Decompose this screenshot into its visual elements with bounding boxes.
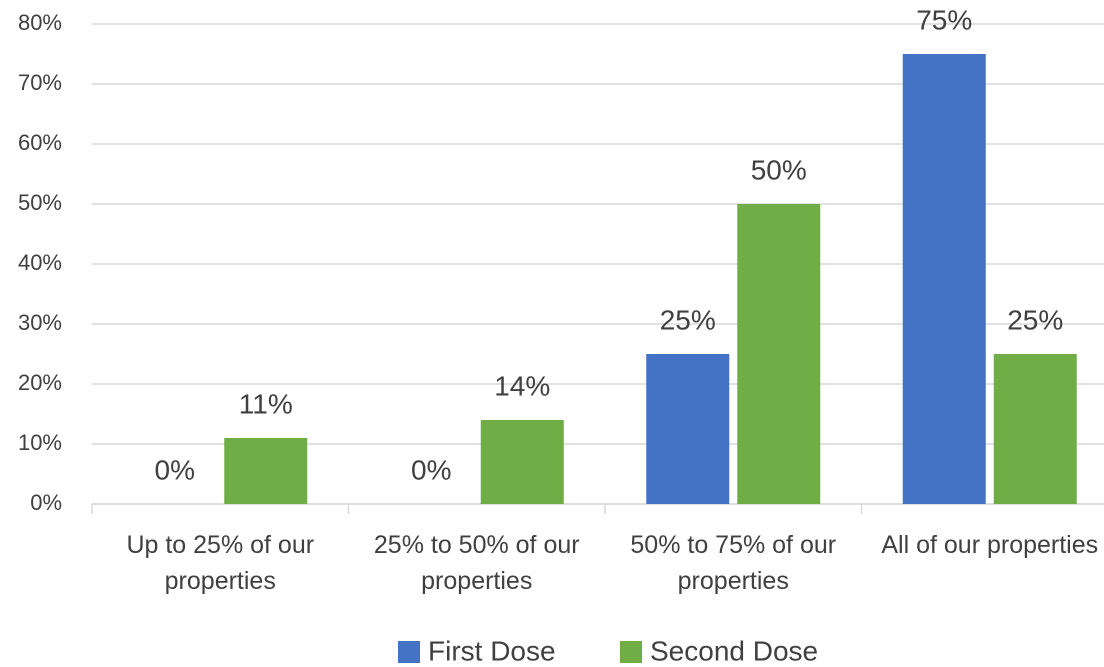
data-label: 14% (494, 370, 550, 401)
bar (646, 354, 730, 504)
y-tick-label: 30% (18, 310, 62, 335)
data-label: 50% (751, 154, 807, 185)
bar (902, 54, 986, 504)
data-label: 0% (155, 454, 195, 485)
y-tick-label: 60% (18, 130, 62, 155)
legend-label: First Dose (428, 635, 556, 666)
bar (993, 354, 1077, 504)
y-tick-label: 70% (18, 70, 62, 95)
data-label: 25% (660, 304, 716, 335)
x-tick-label: 50% to 75% of our properties (630, 531, 837, 595)
data-label: 75% (916, 4, 972, 35)
legend-swatch (398, 641, 420, 663)
data-label: 0% (411, 454, 451, 485)
bar (737, 204, 821, 504)
y-tick-label: 80% (18, 10, 62, 35)
y-tick-label: 0% (30, 490, 62, 515)
x-tick-label: 25% to 50% of our properties (373, 531, 580, 595)
y-tick-label: 50% (18, 190, 62, 215)
data-label: 25% (1007, 304, 1063, 335)
data-label: 11% (239, 388, 293, 419)
x-tick-label: Up to 25% of our properties (126, 531, 315, 595)
y-tick-label: 20% (18, 370, 62, 395)
y-tick-label: 10% (18, 430, 62, 455)
y-tick-label: 40% (18, 250, 62, 275)
bar (480, 420, 564, 504)
legend-label: Second Dose (650, 635, 818, 666)
x-tick-label: All of our properties (881, 531, 1099, 559)
bar (224, 438, 308, 504)
legend-swatch (620, 641, 642, 663)
